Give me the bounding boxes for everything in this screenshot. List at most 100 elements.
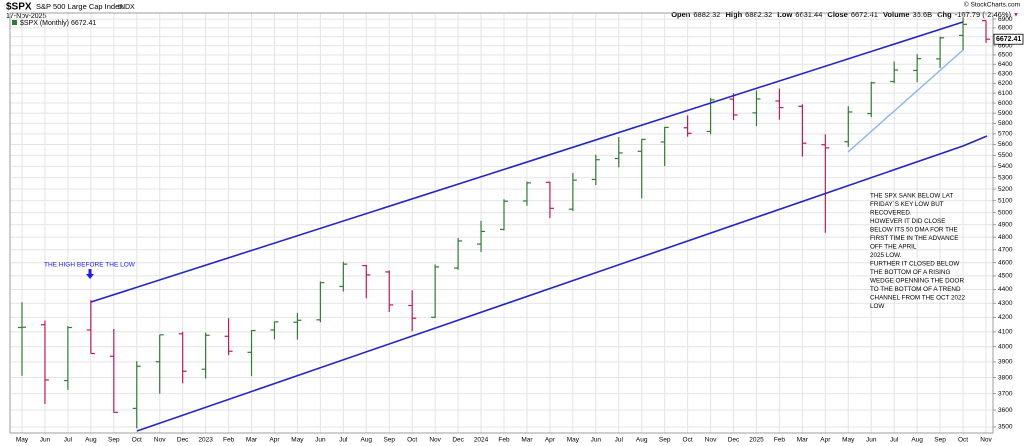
- stat-value: 6631.44: [795, 10, 822, 19]
- y-tick-label: 6300: [998, 70, 1013, 77]
- x-tick-label: Jul: [615, 437, 624, 444]
- y-tick-label: 5400: [998, 163, 1013, 170]
- x-tick-label: Apr: [545, 437, 556, 444]
- ohlc-bar: [752, 90, 761, 127]
- ohlc-bar: [431, 264, 440, 318]
- lower-trend-line: [136, 145, 964, 432]
- ohlc-bar: [201, 332, 210, 379]
- stat-label: High: [725, 10, 742, 19]
- x-tick-label: Dec: [452, 437, 464, 444]
- y-tick-label: 6800: [998, 25, 1013, 32]
- x-tick-label: Aug: [911, 437, 923, 444]
- x-tick-label: Mar: [246, 437, 258, 444]
- plot-border: [9, 12, 994, 434]
- y-tick-label: 5700: [998, 131, 1013, 138]
- ohlc-bar: [408, 290, 417, 332]
- stat-value: 36.6B: [913, 10, 933, 19]
- index-name: S&P 500 Large Cap Index: [36, 2, 123, 11]
- change-marker: ▼: [1013, 13, 1019, 19]
- y-tick-label: 3700: [998, 390, 1013, 397]
- y-tick-label: 6900: [998, 16, 1013, 23]
- ohlc-bar: [683, 115, 692, 137]
- y-tick-label: 5900: [998, 110, 1013, 117]
- x-tick-label: Jul: [64, 437, 73, 444]
- ohlc-bar: [40, 320, 49, 404]
- x-tick-label: Aug: [360, 437, 372, 444]
- ohlc-bar: [591, 154, 600, 186]
- ohlc-bar: [454, 237, 463, 270]
- ohlc-bar: [614, 137, 623, 168]
- y-tick-label: 4900: [998, 221, 1013, 228]
- y-tick-label: 4800: [998, 234, 1013, 241]
- ohlc-bar: [936, 36, 945, 69]
- x-tick-label: Mar: [521, 437, 533, 444]
- y-tick-label: 5200: [998, 186, 1013, 193]
- x-tick-label: Nov: [154, 437, 166, 444]
- stat-value: 6672.41: [851, 10, 878, 19]
- y-tick-label: 3500: [998, 424, 1013, 431]
- date: 17-Nov-2025: [6, 13, 47, 20]
- y-tick-label: 6200: [998, 80, 1013, 87]
- x-tick-label: 2025: [749, 437, 764, 444]
- plot-area: [10, 13, 996, 433]
- annotation-line: FIRST TIME IN THE ADVANCE: [870, 235, 958, 242]
- stat-label: Low: [777, 10, 792, 19]
- x-tick-label: Dec: [177, 437, 189, 444]
- ohlc-bar: [729, 93, 738, 121]
- annotation-line: FRIDAY`S KEY LOW BUT: [870, 201, 944, 208]
- annotation-line: RECOVERED.: [870, 210, 912, 217]
- x-tick-label: Feb: [223, 437, 235, 444]
- stats: Open6882.32High6882.32Low6631.44Close667…: [671, 10, 1011, 19]
- annotation: THE HIGH BEFORE THE LOW: [44, 262, 136, 269]
- annotation-line: 2025 LOW.: [870, 252, 902, 259]
- x-tick-label: Sep: [383, 437, 395, 444]
- exchange: INDX: [118, 4, 135, 11]
- ohlc-bar: [568, 172, 577, 212]
- y-tick-label: 5600: [998, 141, 1013, 148]
- x-tick-label: Nov: [980, 437, 992, 444]
- lower-trend-extension: [962, 135, 988, 147]
- x-tick-label: Aug: [636, 437, 648, 444]
- x-tick-label: Sep: [108, 437, 120, 444]
- y-tick-label: 6600: [998, 42, 1013, 49]
- ohlc-bar: [545, 181, 554, 219]
- ohlc-bar: [798, 104, 807, 157]
- ohlc-bar: [224, 318, 233, 356]
- y-tick-label: 4300: [998, 300, 1013, 307]
- stat-label: Volume: [883, 10, 910, 19]
- x-tick-label: Sep: [659, 437, 671, 444]
- x-tick-label: Oct: [407, 437, 417, 444]
- ohlc-bar: [913, 54, 922, 83]
- y-tick-label: 5000: [998, 209, 1013, 216]
- ohlc-bar: [132, 361, 141, 429]
- ohlc-bar: [890, 61, 899, 84]
- x-tick-label: May: [842, 437, 855, 444]
- x-tick-label: May: [16, 437, 29, 444]
- ohlc-bar: [660, 126, 669, 167]
- x-tick-label: Aug: [85, 437, 97, 444]
- ohlc-bar: [63, 326, 72, 390]
- y-tick-label: 6000: [998, 100, 1013, 107]
- x-tick-label: Feb: [498, 437, 510, 444]
- ohlc-bar: [637, 138, 646, 199]
- annotation-line: FURTHER IT CLOSED BELOW: [870, 261, 959, 268]
- annotation-line: LOW: [870, 303, 884, 310]
- ohlc-bar: [270, 321, 279, 340]
- x-tick-label: Dec: [728, 437, 740, 444]
- annotation-line: OFF THE APRIL: [870, 244, 917, 251]
- ohlc-bar: [178, 331, 187, 384]
- annotation-line: BELOW ITS 50 DMA FOR THE: [870, 227, 958, 234]
- y-tick-label: 4500: [998, 273, 1013, 280]
- y-tick-label: 5500: [998, 152, 1013, 159]
- ohlc-bar: [522, 181, 531, 206]
- stat-value: 6882.32: [745, 10, 772, 19]
- ohlc-bar: [18, 302, 26, 376]
- ohlc-bar: [155, 334, 164, 394]
- legend-swatch: [12, 20, 17, 25]
- ohlc-bar: [247, 329, 256, 377]
- y-tick-label: 4700: [998, 247, 1013, 254]
- x-tick-label: Jul: [339, 437, 348, 444]
